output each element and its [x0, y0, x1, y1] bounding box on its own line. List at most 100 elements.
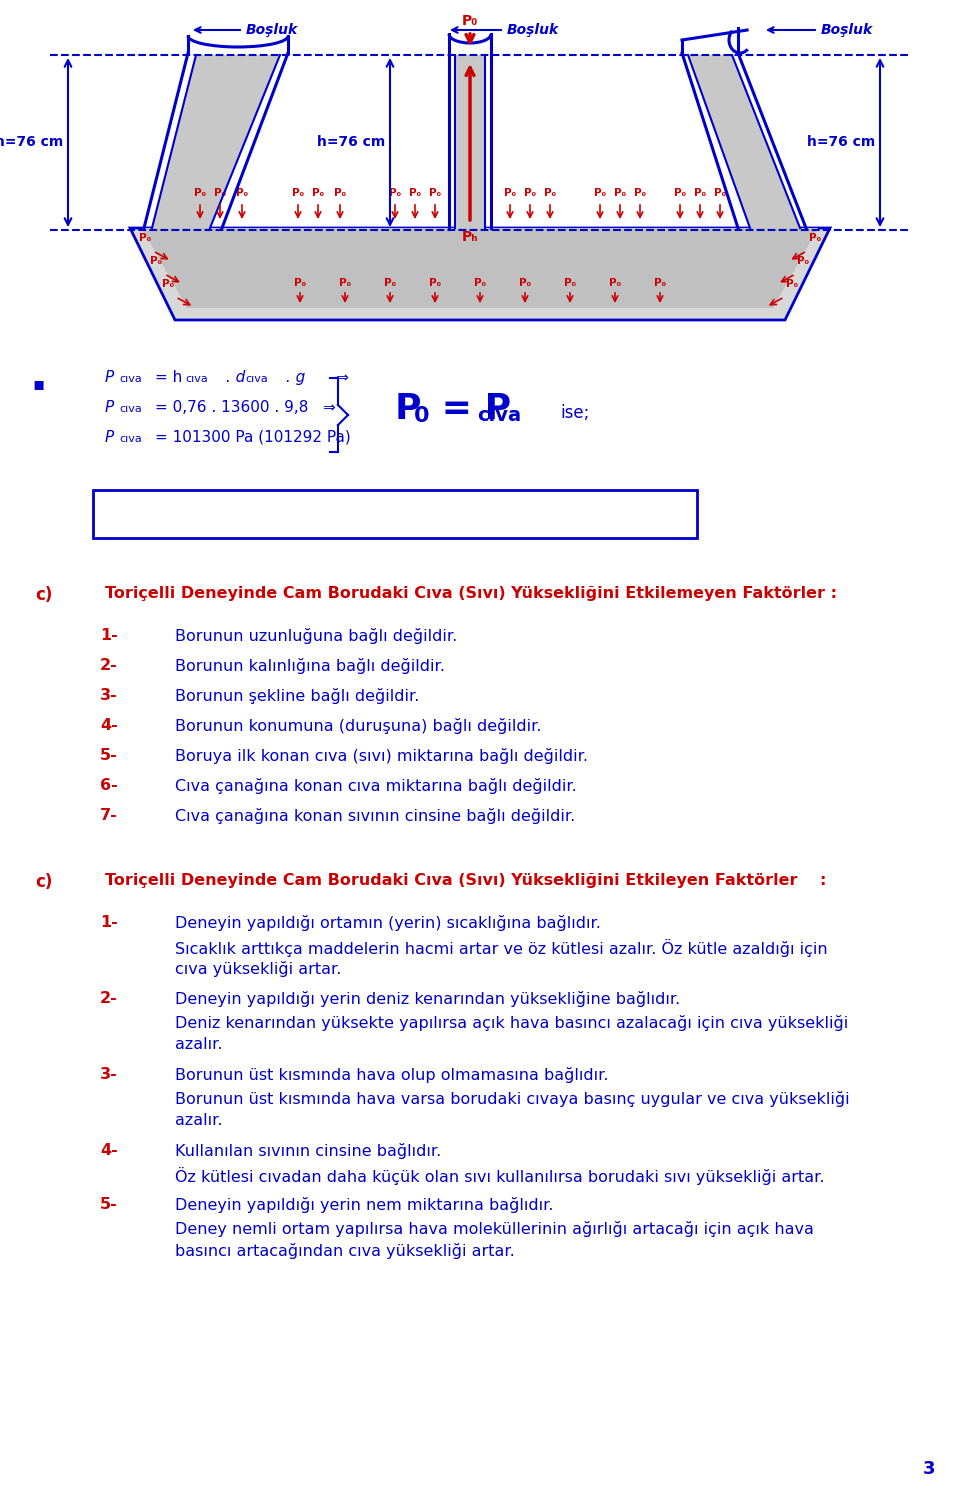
Text: Deney nemli ortam yapılırsa hava moleküllerinin ağırlığı artacağı için açık hava: Deney nemli ortam yapılırsa hava molekül…: [175, 1220, 814, 1237]
Text: . g: . g: [281, 370, 305, 385]
Text: P₀ = 76 cm–Hg = 760 mm–Hg = 101300 Pa = 1.10⁵ Pa = 1 atm: P₀ = 76 cm–Hg = 760 mm–Hg = 101300 Pa = …: [117, 507, 673, 522]
Text: Deneyin yapıldığı yerin deniz kenarından yüksekliğine bağlıdır.: Deneyin yapıldığı yerin deniz kenarından…: [175, 990, 681, 1007]
Polygon shape: [455, 56, 485, 228]
Text: P₀: P₀: [292, 188, 304, 198]
Text: c): c): [35, 873, 53, 891]
Text: Boşluk: Boşluk: [821, 23, 874, 38]
Polygon shape: [152, 56, 280, 228]
Text: Borunun üst kısmında hava varsa borudaki cıvaya basınç uygular ve cıva yüksekliğ: Borunun üst kısmında hava varsa borudaki…: [175, 1091, 850, 1108]
Text: 0: 0: [414, 406, 430, 425]
Text: 2-: 2-: [100, 990, 118, 1006]
Text: P₀: P₀: [236, 188, 248, 198]
Text: P₀: P₀: [294, 278, 306, 289]
Text: azalır.: azalır.: [175, 1114, 223, 1127]
Text: 5-: 5-: [100, 1196, 118, 1211]
Text: 7-: 7-: [100, 809, 118, 824]
Text: P₀: P₀: [214, 188, 226, 198]
Text: azalır.: azalır.: [175, 1037, 223, 1052]
Text: Deniz kenarından yüksekte yapılırsa açık hava basıncı azalacağı için cıva yüksek: Deniz kenarından yüksekte yapılırsa açık…: [175, 1015, 849, 1031]
Text: . d: . d: [221, 370, 245, 385]
Text: Toriçelli Deneyinde Cam Borudaki Cıva (Sıvı) Yüksekliğini Etkileyen Faktörler   : Toriçelli Deneyinde Cam Borudaki Cıva (S…: [105, 873, 827, 888]
Text: Borunun uzunluğuna bağlı değildir.: Borunun uzunluğuna bağlı değildir.: [175, 628, 457, 643]
Text: Deneyin yapıldığı yerin nem miktarına bağlıdır.: Deneyin yapıldığı yerin nem miktarına ba…: [175, 1196, 554, 1213]
Text: ▪: ▪: [32, 376, 44, 392]
Text: ise;: ise;: [560, 404, 589, 422]
Text: 4-: 4-: [100, 1142, 118, 1157]
Text: cıva: cıva: [119, 434, 142, 443]
Text: = 0,76 . 13600 . 9,8   ⇒: = 0,76 . 13600 . 9,8 ⇒: [155, 400, 336, 415]
Text: h=76 cm: h=76 cm: [0, 135, 63, 149]
Text: Kullanılan sıvının cinsine bağlıdır.: Kullanılan sıvının cinsine bağlıdır.: [175, 1142, 442, 1159]
Text: cıva: cıva: [185, 374, 207, 383]
Text: Öz kütlesi cıvadan daha küçük olan sıvı kullanılırsa borudaki sıvı yüksekliği ar: Öz kütlesi cıvadan daha küçük olan sıvı …: [175, 1166, 825, 1184]
Polygon shape: [688, 56, 800, 228]
Text: c): c): [35, 586, 53, 604]
Text: P₀: P₀: [609, 278, 621, 289]
Text: = h: = h: [155, 370, 182, 385]
Text: P₀: P₀: [694, 188, 706, 198]
Text: 3-: 3-: [100, 1067, 118, 1082]
Text: P₀: P₀: [429, 188, 441, 198]
Text: Cıva çanağına konan cıva miktarına bağlı değildir.: Cıva çanağına konan cıva miktarına bağlı…: [175, 779, 577, 794]
Text: cıva yüksekliği artar.: cıva yüksekliği artar.: [175, 960, 342, 977]
Text: = P: = P: [429, 392, 511, 425]
Text: Cıva çanağına konan sıvının cinsine bağlı değildir.: Cıva çanağına konan sıvının cinsine bağl…: [175, 809, 575, 824]
Text: P₀: P₀: [384, 278, 396, 289]
Text: Borunun kalınlığına bağlı değildir.: Borunun kalınlığına bağlı değildir.: [175, 658, 444, 673]
Polygon shape: [130, 228, 830, 320]
Text: P₀: P₀: [312, 188, 324, 198]
Text: P₀: P₀: [389, 188, 401, 198]
Text: P₀: P₀: [409, 188, 421, 198]
Text: P₀: P₀: [786, 280, 799, 289]
Text: P₀: P₀: [798, 256, 809, 266]
Text: 2-: 2-: [100, 658, 118, 673]
Text: P₀: P₀: [339, 278, 351, 289]
Text: Sıcaklık arttıkça maddelerin hacmi artar ve öz kütlesi azalır. Öz kütle azaldığı: Sıcaklık arttıkça maddelerin hacmi artar…: [175, 939, 828, 957]
Text: P₀: P₀: [504, 188, 516, 198]
Text: cıva: cıva: [119, 404, 142, 413]
Text: 1-: 1-: [100, 915, 118, 930]
Text: Boşluk: Boşluk: [246, 23, 299, 38]
Text: P₀: P₀: [474, 278, 486, 289]
Text: P₀: P₀: [524, 188, 536, 198]
Text: 1-: 1-: [100, 628, 118, 643]
Text: cıva: cıva: [119, 374, 142, 383]
Text: P₀: P₀: [151, 256, 162, 266]
Text: P: P: [105, 400, 114, 415]
Text: Pₕ: Pₕ: [462, 230, 478, 243]
Text: cıva: cıva: [477, 406, 521, 425]
Text: 5-: 5-: [100, 748, 118, 764]
Text: cıva: cıva: [245, 374, 268, 383]
FancyBboxPatch shape: [93, 490, 697, 538]
Text: h=76 cm: h=76 cm: [806, 135, 875, 149]
Text: P₀: P₀: [334, 188, 346, 198]
Text: P₀: P₀: [614, 188, 626, 198]
Polygon shape: [142, 228, 818, 308]
Text: Boruya ilk konan cıva (sıvı) miktarına bağlı değildir.: Boruya ilk konan cıva (sıvı) miktarına b…: [175, 748, 588, 764]
Text: 3: 3: [923, 1459, 935, 1477]
Text: Toriçelli Deneyinde Cam Borudaki Cıva (Sıvı) Yüksekliğini Etkilemeyen Faktörler : Toriçelli Deneyinde Cam Borudaki Cıva (S…: [105, 586, 837, 601]
Text: basıncı artacağından cıva yüksekliği artar.: basıncı artacağından cıva yüksekliği art…: [175, 1243, 515, 1260]
Text: P₀: P₀: [654, 278, 666, 289]
Text: P: P: [105, 370, 114, 385]
Text: Boşluk: Boşluk: [507, 23, 560, 38]
Text: P₀: P₀: [544, 188, 556, 198]
Text: P₀: P₀: [594, 188, 606, 198]
Text: P₀: P₀: [429, 278, 441, 289]
Text: ⇒: ⇒: [307, 370, 349, 385]
Text: P₀: P₀: [139, 233, 152, 243]
Text: P₀: P₀: [194, 188, 206, 198]
Text: = 101300 Pa (101292 Pa): = 101300 Pa (101292 Pa): [155, 430, 350, 445]
Text: P₀: P₀: [634, 188, 646, 198]
Text: 6-: 6-: [100, 779, 118, 794]
Text: P₀: P₀: [808, 233, 821, 243]
Text: Borunun şekline bağlı değildir.: Borunun şekline bağlı değildir.: [175, 688, 420, 703]
Text: Borunun üst kısmında hava olup olmamasına bağlıdır.: Borunun üst kısmında hava olup olmamasın…: [175, 1067, 609, 1084]
Text: P₀: P₀: [674, 188, 686, 198]
Text: P₀: P₀: [564, 278, 576, 289]
Text: Deneyin yapıldığı ortamın (yerin) sıcaklığına bağlıdır.: Deneyin yapıldığı ortamın (yerin) sıcakl…: [175, 915, 601, 930]
Text: 4-: 4-: [100, 718, 118, 733]
Text: P: P: [105, 430, 114, 445]
Text: P₀: P₀: [714, 188, 726, 198]
Text: P₀: P₀: [519, 278, 531, 289]
